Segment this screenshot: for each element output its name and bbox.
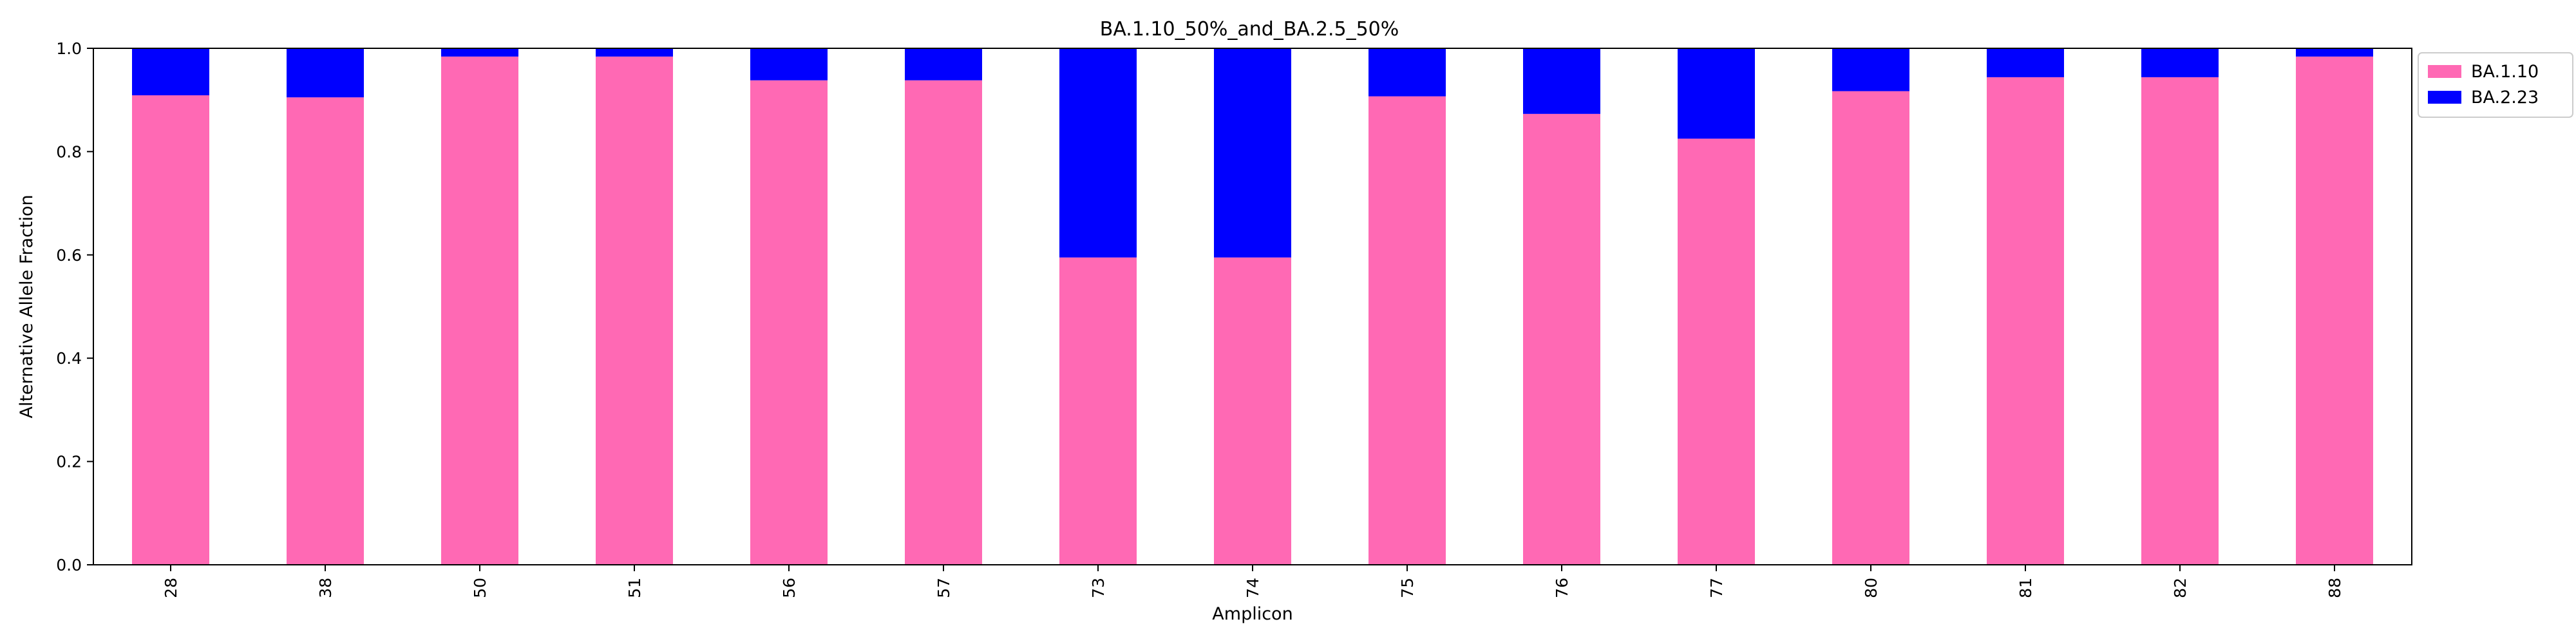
y-tick-label: 0.0 xyxy=(56,556,82,574)
bar-ba-2-23-51 xyxy=(596,48,673,57)
bar-ba-2-23-57 xyxy=(905,48,982,80)
bar-ba-1-10-75 xyxy=(1368,96,1446,565)
y-tick-label: 0.4 xyxy=(56,349,82,368)
bar-ba-2-23-76 xyxy=(1523,48,1600,114)
bar-ba-1-10-38 xyxy=(287,97,364,565)
y-tick-label: 0.6 xyxy=(56,246,82,265)
bar-ba-1-10-76 xyxy=(1523,113,1600,565)
bar-ba-2-23-82 xyxy=(2141,48,2219,77)
bar-ba-2-23-56 xyxy=(750,48,828,80)
y-axis: 0.0 0.2 0.4 0.6 0.8 1.0 xyxy=(56,39,93,574)
x-axis-label: Amplicon xyxy=(1212,604,1293,624)
bar-ba-2-23-88 xyxy=(2296,48,2373,57)
bar-ba-2-23-77 xyxy=(1678,48,1755,139)
x-tick-label-82: 82 xyxy=(2171,578,2190,598)
x-tick-label-77: 77 xyxy=(1707,578,1726,598)
bar-ba-2-23-73 xyxy=(1059,48,1137,258)
x-tick-label-88: 88 xyxy=(2325,578,2344,598)
legend-label-ba-2-23: BA.2.23 xyxy=(2471,88,2539,108)
bar-ba-2-23-50 xyxy=(441,48,518,57)
bar-ba-1-10-28 xyxy=(132,95,209,565)
y-axis-label: Alternative Allele Fraction xyxy=(17,194,37,418)
bar-ba-1-10-57 xyxy=(905,80,982,565)
bar-ba-1-10-74 xyxy=(1214,257,1291,565)
x-tick-label-81: 81 xyxy=(2016,578,2035,598)
legend: BA.1.10 BA.2.23 xyxy=(2418,52,2573,118)
chart-title: BA.1.10_50%_and_BA.2.5_50% xyxy=(1100,18,1399,41)
x-tick-label-76: 76 xyxy=(1553,578,1571,598)
bar-ba-2-23-80 xyxy=(1832,48,1909,91)
x-tick-label-80: 80 xyxy=(1862,578,1880,598)
bar-ba-2-23-75 xyxy=(1368,48,1446,97)
x-axis: 28 38 50 51 56 57 73 74 75 76 77 80 81 82 88 xyxy=(162,565,2344,598)
legend-label-ba-1-10: BA.1.10 xyxy=(2471,62,2539,82)
bar-ba-1-10-50 xyxy=(441,56,518,565)
x-tick-label-74: 74 xyxy=(1244,578,1262,598)
x-tick-label-57: 57 xyxy=(934,578,953,598)
bar-ba-2-23-81 xyxy=(1987,48,2064,77)
bar-ba-1-10-80 xyxy=(1832,91,1909,565)
bar-ba-2-23-74 xyxy=(1214,48,1291,258)
bars-group xyxy=(132,48,2373,565)
x-tick-label-73: 73 xyxy=(1089,578,1108,598)
bar-ba-1-10-51 xyxy=(596,56,673,565)
y-tick-label: 0.8 xyxy=(56,142,82,161)
x-tick-label-75: 75 xyxy=(1398,578,1417,598)
bar-ba-2-23-38 xyxy=(287,48,364,98)
y-tick-label: 1.0 xyxy=(56,39,82,58)
x-tick-label-28: 28 xyxy=(162,578,180,598)
bar-ba-1-10-77 xyxy=(1678,138,1755,565)
legend-swatch-ba-2-23 xyxy=(2428,91,2461,104)
x-tick-label-50: 50 xyxy=(471,578,489,598)
bar-ba-2-23-28 xyxy=(132,48,209,95)
bar-ba-1-10-81 xyxy=(1987,77,2064,565)
x-tick-label-51: 51 xyxy=(625,578,644,598)
bar-ba-1-10-88 xyxy=(2296,56,2373,565)
y-tick-label: 0.2 xyxy=(56,453,82,471)
x-tick-label-56: 56 xyxy=(780,578,799,598)
bar-ba-1-10-82 xyxy=(2141,77,2219,565)
bar-ba-1-10-56 xyxy=(750,80,828,565)
legend-swatch-ba-1-10 xyxy=(2428,65,2461,78)
x-tick-label-38: 38 xyxy=(316,578,335,598)
bar-ba-1-10-73 xyxy=(1059,257,1137,565)
